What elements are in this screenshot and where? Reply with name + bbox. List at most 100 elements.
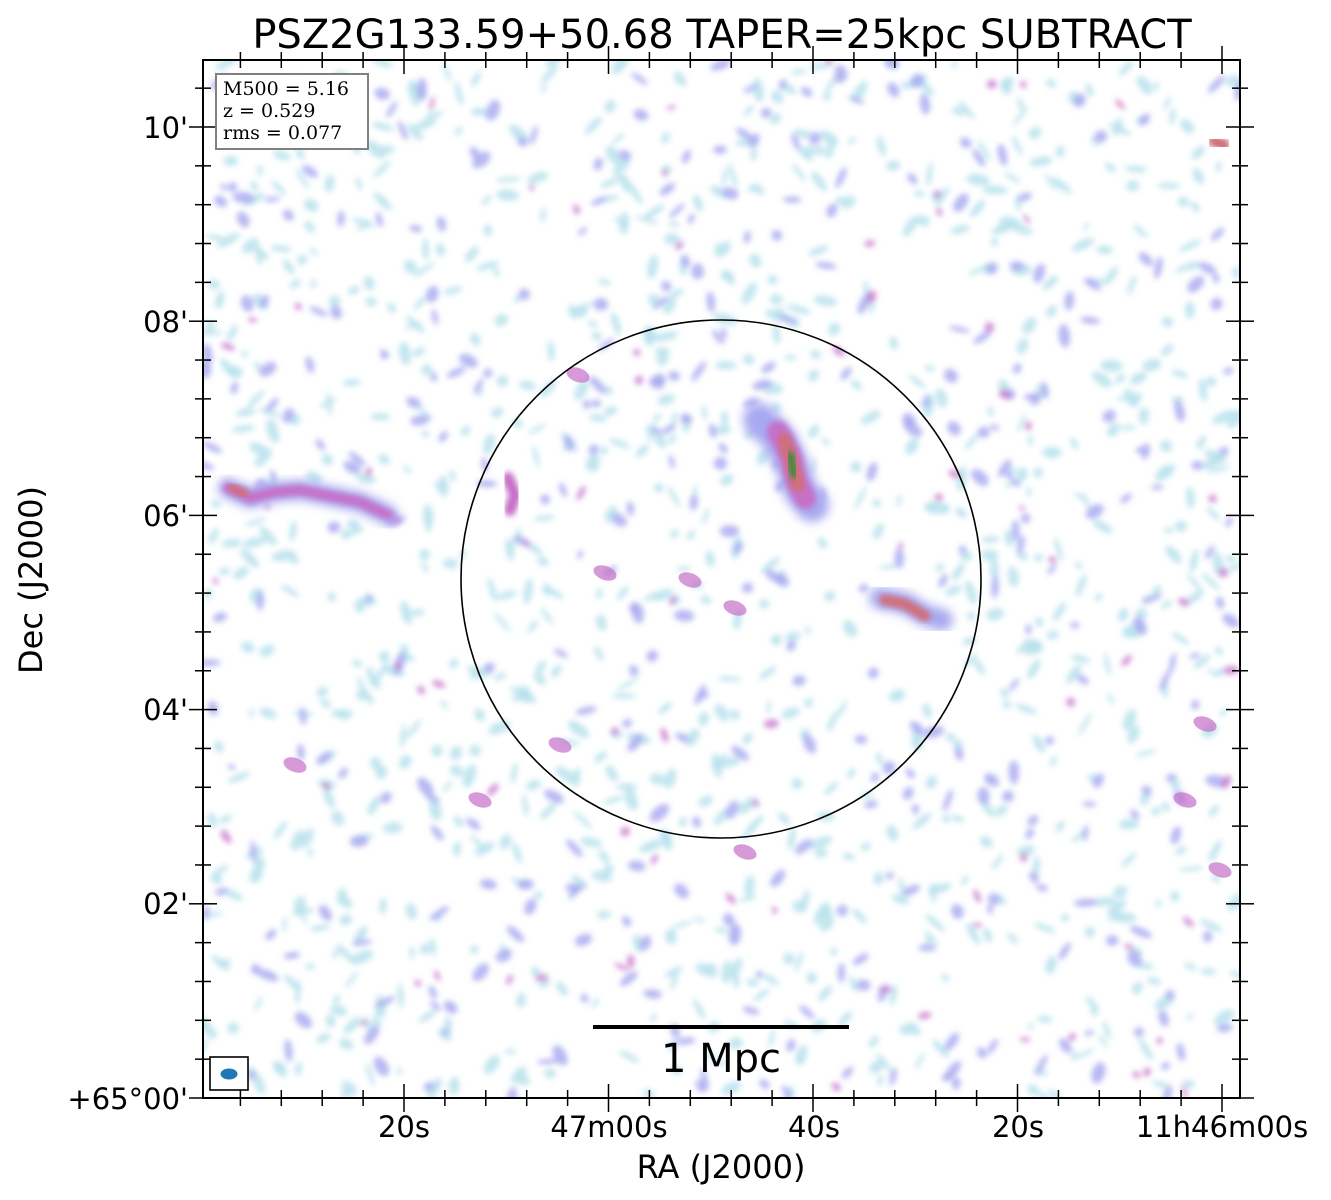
noise-blob xyxy=(1027,815,1039,826)
emission-feature xyxy=(1208,135,1230,151)
noise-blob xyxy=(416,118,436,130)
noise-blob xyxy=(412,347,426,357)
noise-blob xyxy=(446,366,466,379)
noise-blob xyxy=(822,902,834,928)
noise-blob xyxy=(1044,173,1058,191)
noise-blob xyxy=(1059,1038,1072,1054)
noise-blob xyxy=(1130,371,1147,385)
noise-blob xyxy=(458,353,478,368)
noise-blob xyxy=(483,224,493,236)
noise-blob xyxy=(1151,484,1164,490)
noise-blob xyxy=(440,699,449,710)
noise-blob xyxy=(588,320,598,328)
noise-blob xyxy=(554,648,568,658)
noise-blob xyxy=(961,874,969,887)
noise-blob xyxy=(1132,981,1143,995)
y-axis-label: Dec (J2000) xyxy=(12,486,50,674)
noise-blob xyxy=(323,787,331,798)
noise-blob xyxy=(873,872,885,885)
noise-blob xyxy=(952,106,966,116)
noise-blob xyxy=(591,331,602,341)
noise-blob xyxy=(255,245,263,265)
noise-blob xyxy=(231,425,255,433)
noise-blob xyxy=(240,548,260,569)
noise-blob xyxy=(728,163,738,188)
noise-blob xyxy=(1159,670,1171,692)
noise-blob xyxy=(1213,668,1226,677)
noise-blob xyxy=(1164,526,1173,534)
noise-blob xyxy=(619,1050,640,1063)
noise-blob xyxy=(980,549,999,562)
noise-blob xyxy=(495,176,521,182)
noise-blob xyxy=(647,254,659,279)
noise-blob xyxy=(210,500,222,508)
noise-blob xyxy=(721,187,739,200)
noise-blob xyxy=(428,985,437,999)
noise-blob xyxy=(265,929,277,941)
noise-blob xyxy=(752,379,772,391)
noise-blob xyxy=(818,985,833,1002)
emission-feature xyxy=(228,483,249,498)
noise-blob xyxy=(1027,1084,1039,1096)
noise-blob xyxy=(749,253,762,268)
noise-blob xyxy=(831,1082,841,1092)
noise-blob xyxy=(1082,801,1097,807)
noise-blob xyxy=(310,279,317,289)
noise-blob xyxy=(1168,652,1177,674)
noise-blob xyxy=(1124,165,1148,173)
noise-blob xyxy=(453,816,465,827)
noise-blob xyxy=(526,779,542,791)
noise-blob xyxy=(265,397,279,412)
noise-blob xyxy=(1170,779,1181,790)
noise-blob xyxy=(594,751,608,763)
noise-blob xyxy=(541,66,558,83)
noise-blob xyxy=(799,1005,815,1019)
noise-blob xyxy=(766,699,771,714)
noise-blob xyxy=(219,814,232,824)
noise-blob xyxy=(1027,1022,1034,1031)
noise-blob xyxy=(711,329,725,345)
noise-blob xyxy=(1046,305,1057,318)
noise-blob xyxy=(506,1087,517,1098)
noise-blob xyxy=(926,162,933,187)
noise-blob xyxy=(203,441,223,454)
noise-blob xyxy=(624,787,638,811)
noise-blob xyxy=(752,77,764,102)
noise-blob xyxy=(1084,277,1102,291)
noise-blob xyxy=(1008,760,1020,785)
noise-blob xyxy=(643,204,665,220)
noise-blob xyxy=(1106,692,1114,704)
noise-blob xyxy=(600,177,619,189)
noise-blob xyxy=(1213,1009,1235,1026)
noise-blob xyxy=(1029,156,1053,167)
noise-blob xyxy=(1046,630,1059,640)
noise-blob xyxy=(802,734,817,754)
noise-blob xyxy=(589,375,607,394)
noise-blob xyxy=(1084,1029,1094,1036)
noise-blob xyxy=(826,203,838,218)
noise-blob xyxy=(730,958,743,978)
noise-blob xyxy=(661,168,668,177)
noise-blob xyxy=(375,212,384,228)
noise-blob xyxy=(870,772,880,783)
noise-blob xyxy=(794,839,813,855)
noise-blob xyxy=(491,407,504,418)
noise-blob xyxy=(1192,167,1205,185)
noise-blob xyxy=(1073,493,1087,501)
scale-bar-label: 1 Mpc xyxy=(661,1036,781,1082)
noise-blob xyxy=(951,1076,961,1090)
noise-blob xyxy=(1070,621,1080,629)
noise-blob xyxy=(367,796,381,815)
noise-blob xyxy=(971,468,989,487)
noise-blob xyxy=(1170,826,1182,845)
noise-blob xyxy=(324,174,335,193)
noise-blob xyxy=(715,424,731,435)
noise-blob xyxy=(869,302,876,314)
noise-blob xyxy=(977,426,990,438)
noise-blob xyxy=(1199,919,1223,932)
noise-blob xyxy=(343,1016,361,1034)
noise-blob xyxy=(409,946,415,959)
noise-blob xyxy=(442,780,453,793)
noise-blob xyxy=(1186,573,1204,593)
noise-blob xyxy=(1021,513,1031,524)
